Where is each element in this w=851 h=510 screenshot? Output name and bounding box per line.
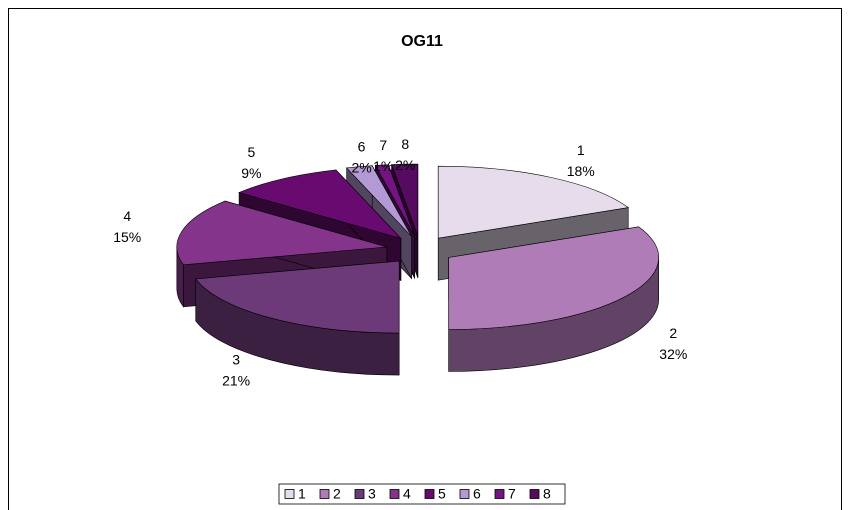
slice-value-label: 1% — [373, 158, 393, 174]
slice-category: 7 — [379, 137, 387, 153]
slice-value-label: 2% — [351, 160, 371, 176]
slice — [448, 226, 660, 372]
legend-label: 5 — [438, 486, 446, 502]
legend-swatch — [494, 489, 505, 499]
legend-label: 4 — [403, 486, 411, 502]
slice-top — [448, 226, 659, 330]
slice-value-label: 2% — [395, 157, 415, 173]
legend-box — [278, 483, 566, 505]
legend-swatch — [389, 489, 400, 499]
slice-top — [346, 165, 412, 237]
slice — [195, 260, 400, 376]
legend-swatch — [529, 489, 540, 499]
slice-value-label: 15% — [113, 229, 141, 245]
slice-top — [238, 169, 402, 240]
slice-category: 8 — [401, 136, 409, 152]
chart-title: OG11 — [401, 33, 443, 50]
legend-label: 1 — [298, 486, 306, 502]
slice-category: 5 — [247, 144, 255, 160]
chart-frame — [8, 8, 842, 510]
slice-top — [195, 260, 400, 334]
legend-label: 7 — [508, 486, 516, 502]
legend-label: 6 — [473, 486, 481, 502]
slice-category: 4 — [123, 208, 131, 224]
legend-swatch — [424, 489, 435, 499]
slice-value-label: 21% — [222, 372, 250, 388]
slice-top — [437, 165, 629, 239]
slice-category: 2 — [669, 325, 677, 341]
legend-swatch — [459, 489, 470, 499]
legend-swatch — [354, 489, 365, 499]
legend-swatch — [319, 489, 330, 499]
slice-value-label: 18% — [567, 163, 595, 179]
slice-category: 3 — [232, 351, 240, 367]
slice-value-label: 32% — [659, 346, 687, 362]
slice-category: 1 — [577, 142, 585, 158]
legend-label: 3 — [368, 486, 376, 502]
legend-label: 8 — [543, 486, 551, 502]
legend-label: 2 — [333, 486, 341, 502]
slice-top — [374, 164, 415, 237]
slice-value-label: 9% — [241, 165, 261, 181]
legend-swatch — [284, 489, 295, 499]
slice-top — [176, 200, 387, 266]
slice-top — [391, 163, 419, 237]
slice-category: 6 — [358, 139, 366, 155]
